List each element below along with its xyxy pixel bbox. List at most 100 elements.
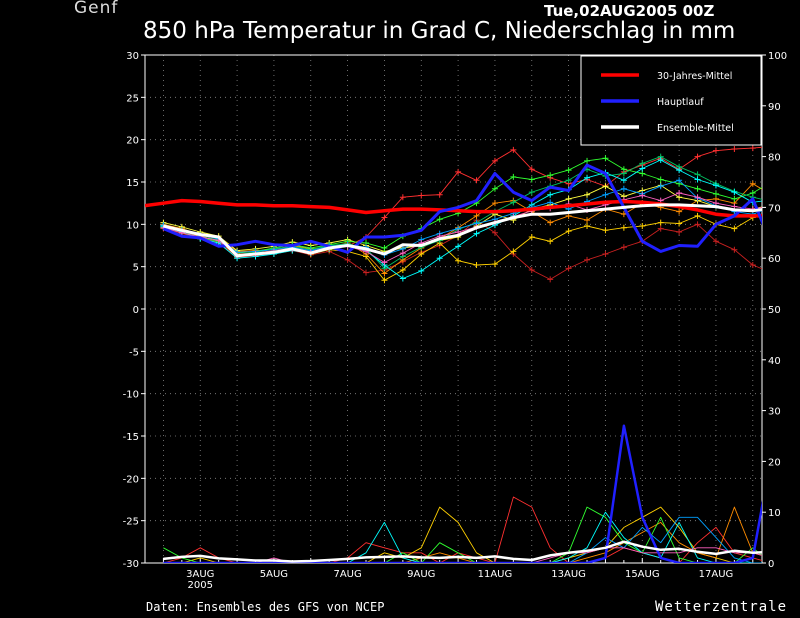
temp-member-line-marker — [657, 225, 664, 232]
temp-member-line-marker — [639, 160, 646, 167]
temp-member-line-marker — [473, 261, 480, 268]
temp-member-line-marker — [694, 153, 701, 160]
temp-member-line-marker — [676, 177, 683, 184]
temp-member-line-marker — [491, 157, 498, 164]
temp-member-line-marker — [547, 199, 554, 206]
temp-member-line-marker — [547, 172, 554, 179]
x-axis-label: 3AUG — [186, 569, 214, 580]
temp-member-line-marker — [787, 185, 793, 191]
temp-member-line-marker — [639, 170, 646, 177]
left-axis-label: -5 — [129, 347, 139, 358]
temp-ensemble-mean-line — [163, 203, 762, 258]
left-axis-label: 5 — [133, 263, 139, 274]
temp-member-line-marker — [749, 180, 756, 187]
temp-member-line-marker — [399, 267, 406, 274]
temp-member-line-marker — [381, 245, 388, 252]
temp-member-line-marker — [731, 145, 738, 152]
temp-member-line-marker — [473, 212, 480, 219]
temp-member-line-marker — [749, 261, 756, 268]
temp-member-line-marker — [418, 192, 425, 199]
temp-member-line-marker — [602, 183, 609, 190]
right-axis-label: 50 — [768, 305, 781, 316]
temp-member-line-marker — [694, 171, 701, 178]
temp-member-line-marker — [510, 248, 517, 255]
temp-member-line-marker — [787, 267, 793, 273]
temp-member-line-marker — [676, 167, 683, 174]
temp-member-line-marker — [639, 223, 646, 230]
temp-member-line-marker — [547, 276, 554, 283]
temp-member-line-marker — [620, 224, 627, 231]
x-axis-label: 17AUG — [699, 569, 734, 580]
temp-member-line-marker — [381, 214, 388, 221]
temp-member-line-marker — [676, 190, 683, 197]
left-axis-label: -30 — [123, 559, 139, 570]
temp-member-line-marker — [510, 173, 517, 180]
temp-member-line-marker — [694, 194, 701, 201]
right-axis-label: 30 — [768, 407, 781, 418]
chart-title: 850 hPa Temperatur in Grad C, Niederschl… — [143, 18, 736, 44]
right-axis-label: 10 — [768, 508, 781, 519]
legend-label: Ensemble-Mittel — [657, 123, 734, 134]
temp-member-line-marker — [768, 179, 774, 185]
x-axis-year-label: 2005 — [188, 580, 213, 591]
temp-member-line-marker — [528, 176, 535, 183]
temp-member-line-marker — [602, 227, 609, 234]
right-axis-label: 100 — [768, 51, 787, 62]
left-axis-label: -25 — [123, 517, 139, 528]
temp-member-line-marker — [491, 185, 498, 192]
temp-member-line-marker — [473, 230, 480, 237]
temp-member-line-marker — [731, 225, 738, 232]
temp-member-line-marker — [491, 200, 498, 207]
temp-member-line-marker — [584, 191, 591, 198]
left-axis-label: 15 — [126, 178, 139, 189]
temp-member-line-marker — [565, 177, 572, 184]
temp-member-line-marker — [639, 192, 646, 199]
temp-member-line-marker — [731, 246, 738, 253]
temp-member-line-marker — [399, 194, 406, 201]
temp-member-line-marker — [399, 275, 406, 282]
legend-label: Hauptlauf — [657, 97, 704, 108]
temp-member-line-marker — [676, 220, 683, 227]
temp-member-line-marker — [436, 255, 443, 262]
temp-member-line-marker — [381, 259, 388, 266]
left-axis-label: 10 — [126, 220, 139, 231]
temp-member-line-marker — [565, 228, 572, 235]
temp-member-line-marker — [528, 189, 535, 196]
temp-member-line-marker — [787, 199, 793, 205]
temp-member-line-marker — [712, 238, 719, 245]
temp-main-run-line — [162, 163, 762, 254]
temp-member-line-marker — [584, 174, 591, 181]
temp-member-line-marker — [620, 170, 627, 177]
temp-member-line-marker — [381, 277, 388, 284]
temp-member-line-marker — [455, 243, 462, 250]
temp-member-line-marker — [768, 143, 774, 149]
temp-member-line-marker — [620, 177, 627, 184]
temp-member-line-marker — [731, 195, 738, 202]
site-credit: Wetterzentrale — [655, 599, 788, 615]
temp-member-line-marker — [620, 185, 627, 192]
temp-member-line-marker — [787, 200, 793, 206]
temp-member-line-marker — [787, 143, 793, 149]
right-axis-label: 60 — [768, 254, 781, 265]
precip-member-line — [163, 506, 762, 563]
precip-member-line — [163, 516, 762, 563]
temp-member-line-marker — [639, 165, 646, 172]
precip-member-line — [163, 506, 762, 563]
temp-member-line-marker — [547, 191, 554, 198]
temp-member-line-marker — [787, 198, 793, 204]
temp-member-line-marker — [694, 176, 701, 183]
station-name: Genf — [74, 0, 119, 18]
temp-member-line-marker — [787, 164, 793, 170]
temp-member-line-marker — [768, 192, 774, 198]
temp-member-line-marker — [455, 257, 462, 264]
x-axis-label: 5AUG — [260, 569, 288, 580]
temp-member-line-marker — [344, 256, 351, 263]
temp-member-line-marker — [565, 265, 572, 272]
temp-member-line-marker — [547, 219, 554, 226]
x-axis-label: 15AUG — [625, 569, 660, 580]
left-axis-label: -20 — [123, 474, 139, 485]
temp-member-line-marker — [749, 145, 756, 152]
temp-member-line-marker — [602, 250, 609, 257]
temp-member-line-marker — [363, 269, 370, 276]
